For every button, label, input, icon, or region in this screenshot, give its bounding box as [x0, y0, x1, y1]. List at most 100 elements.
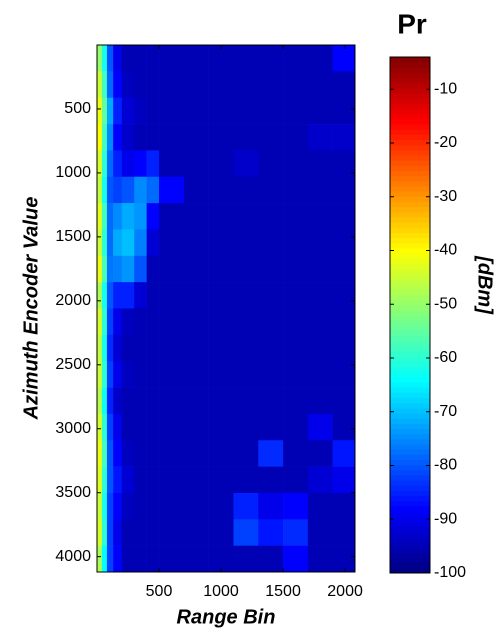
colorbar-swatch [390, 356, 430, 362]
heatmap-cell [106, 334, 114, 362]
heatmap-cell [208, 176, 234, 204]
heatmap-cell [101, 334, 108, 362]
heatmap-cell [146, 466, 160, 494]
colorbar-swatch [390, 351, 430, 357]
colorbar-swatch [390, 57, 430, 63]
colorbar-swatch [390, 268, 430, 275]
heatmap-cell [97, 97, 103, 125]
colorbar-swatch [390, 299, 430, 306]
heatmap-cell [332, 466, 356, 494]
heatmap-cell [101, 545, 108, 573]
heatmap-cell [283, 255, 309, 283]
heatmap-cell [208, 308, 234, 336]
heatmap-cell [121, 308, 135, 336]
heatmap-cell [106, 45, 114, 72]
colorbar-swatch [390, 376, 430, 383]
colorbar-swatch [390, 474, 430, 481]
colorbar-swatch [390, 232, 430, 239]
colorbar-tick-label: -40 [434, 242, 457, 259]
colorbar-swatch [390, 449, 430, 455]
heatmap-cell [159, 255, 185, 283]
colorbar-swatch [390, 531, 430, 538]
heatmap-cell [183, 71, 209, 98]
colorbar-swatch [390, 134, 430, 141]
heatmap-cell [332, 334, 356, 362]
heatmap-cell [233, 97, 259, 125]
heatmap-cell [106, 255, 114, 283]
heatmap-cell [134, 176, 147, 204]
heatmap-cell [159, 545, 185, 573]
heatmap-cell [106, 413, 114, 441]
colorbar-tick-label: -50 [434, 295, 457, 312]
heatmap-cell [113, 545, 123, 573]
heatmap-cell [233, 176, 259, 204]
heatmap [97, 45, 356, 573]
heatmap-cell [307, 519, 333, 546]
heatmap-cell [101, 413, 108, 441]
heatmap-cell [307, 308, 333, 336]
heatmap-cell [208, 229, 234, 257]
heatmap-cell [134, 413, 147, 441]
heatmap-cell [101, 176, 108, 204]
y-tick-label: 1500 [55, 228, 91, 245]
chart-title: Pr [397, 8, 427, 39]
colorbar-swatch [390, 196, 430, 202]
heatmap-cell [113, 361, 123, 388]
heatmap-cell [101, 97, 108, 125]
heatmap-cell [258, 255, 284, 283]
heatmap-cell [307, 176, 333, 204]
heatmap-cell [113, 282, 123, 309]
heatmap-cell [106, 545, 114, 573]
heatmap-cell [183, 203, 209, 230]
colorbar-swatch [390, 201, 430, 208]
heatmap-cell [106, 124, 114, 151]
heatmap-cell [97, 387, 103, 415]
heatmap-cell [332, 519, 356, 546]
heatmap-cell [146, 45, 160, 72]
heatmap-cell [121, 519, 135, 546]
heatmap-cell [97, 203, 103, 230]
heatmap-cell [183, 466, 209, 494]
heatmap-cell [134, 45, 147, 72]
colorbar-swatch [390, 335, 430, 342]
heatmap-cell [134, 466, 147, 494]
colorbar-tick-label: -90 [434, 510, 457, 527]
heatmap-cell [307, 203, 333, 230]
colorbar-tick-label: -30 [434, 188, 457, 205]
x-tick-label: 2000 [327, 583, 363, 600]
colorbar-swatch [390, 242, 430, 249]
heatmap-cell [283, 282, 309, 309]
heatmap-cell [134, 124, 147, 151]
colorbar-swatch [390, 459, 430, 466]
colorbar-swatch [390, 304, 430, 311]
heatmap-cell [159, 203, 185, 230]
colorbar-swatch [390, 289, 430, 295]
colorbar-swatch [390, 180, 430, 187]
heatmap-cell [233, 45, 259, 72]
heatmap-cell [159, 387, 185, 415]
colorbar-swatch [390, 402, 430, 409]
heatmap-cell [113, 203, 123, 230]
heatmap-cell [233, 492, 259, 520]
colorbar-swatch [390, 139, 430, 146]
heatmap-cell [159, 308, 185, 336]
heatmap-cell [113, 492, 123, 520]
heatmap-cell [101, 466, 108, 494]
heatmap-cell [121, 255, 135, 283]
colorbar-swatch [390, 330, 430, 337]
heatmap-cell [258, 282, 284, 309]
heatmap-cell [101, 387, 108, 415]
colorbar-swatch [390, 495, 430, 502]
heatmap-cell [101, 45, 108, 72]
heatmap-cell [332, 150, 356, 178]
heatmap-cell [146, 229, 160, 257]
heatmap-cell [146, 308, 160, 336]
heatmap-cell [134, 97, 147, 125]
heatmap-cell [106, 150, 114, 178]
heatmap-cell [121, 176, 135, 204]
heatmap-cell [332, 282, 356, 309]
colorbar-swatch [390, 113, 430, 120]
heatmap-cell [208, 440, 234, 467]
